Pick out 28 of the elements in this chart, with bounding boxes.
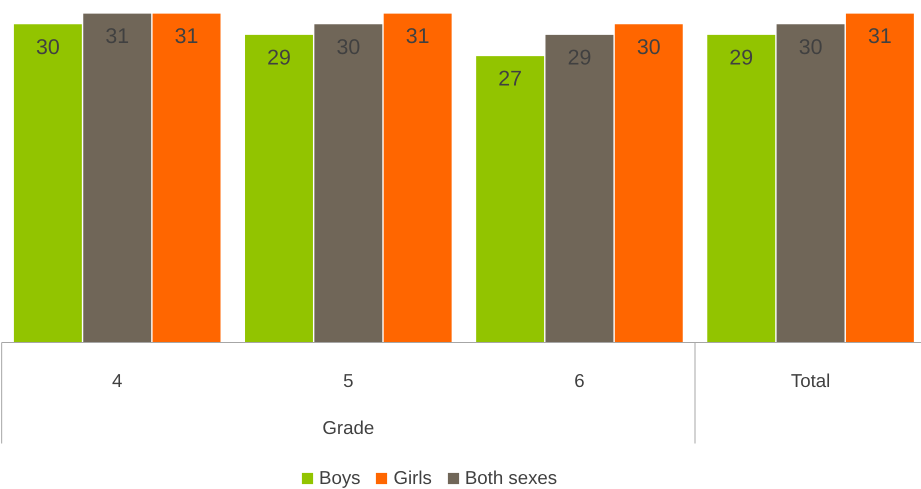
bar bbox=[614, 24, 683, 342]
data-label: 29 bbox=[267, 45, 291, 70]
bar bbox=[384, 14, 452, 342]
bar bbox=[152, 14, 221, 342]
data-label: 30 bbox=[636, 34, 661, 59]
x-tick-label: 4 bbox=[112, 370, 122, 391]
bar bbox=[545, 34, 614, 342]
bar bbox=[14, 24, 82, 342]
bar bbox=[846, 14, 914, 342]
bar bbox=[245, 34, 313, 342]
bar bbox=[83, 14, 152, 342]
data-label: 31 bbox=[406, 24, 430, 48]
x-tick-label: Total bbox=[790, 370, 830, 391]
bar bbox=[707, 34, 776, 342]
bar bbox=[314, 24, 382, 342]
x-tick-label: 6 bbox=[574, 370, 585, 391]
data-label: 27 bbox=[498, 66, 522, 91]
text: Grade bbox=[322, 417, 374, 438]
x-tick-label: 5 bbox=[343, 370, 354, 391]
legend-label: Girls bbox=[393, 467, 432, 489]
legend-label: Boys bbox=[319, 467, 360, 489]
data-label: 30 bbox=[36, 34, 60, 59]
bar bbox=[476, 56, 544, 342]
bar bbox=[776, 24, 845, 342]
data-label: 31 bbox=[868, 24, 892, 48]
data-label: 29 bbox=[729, 45, 754, 70]
data-label: 31 bbox=[174, 24, 198, 48]
legend-label: Both sexes bbox=[464, 467, 558, 489]
